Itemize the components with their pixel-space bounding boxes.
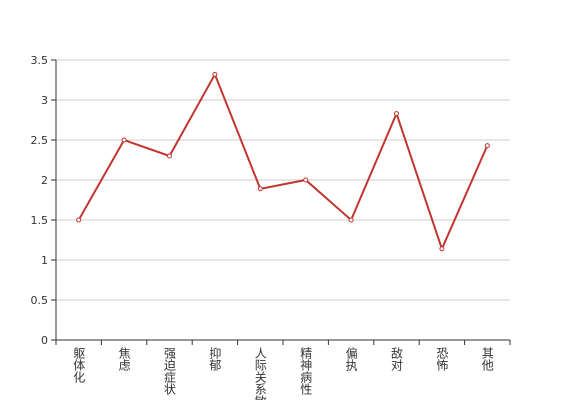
x-tick-label: 躯体化	[72, 346, 86, 384]
y-tick-label: 3.5	[31, 54, 49, 67]
point	[439, 246, 445, 252]
x-tick-label: 强迫症状	[163, 347, 177, 395]
y-tick-label: 3	[41, 94, 48, 107]
x-tick-label: 人际关系敏感	[253, 347, 267, 400]
point	[348, 217, 354, 223]
y-tick-label: 1.5	[31, 214, 49, 227]
y-tick-label: 1	[41, 254, 48, 267]
point	[212, 71, 218, 77]
x-tick-label: 敌对	[390, 346, 404, 371]
x-tick-label: 其他	[480, 347, 494, 371]
point	[484, 143, 490, 149]
line	[77, 72, 489, 252]
y-tick-label: 2.5	[31, 134, 49, 147]
point	[121, 137, 127, 143]
point	[394, 111, 399, 117]
point	[167, 153, 172, 159]
x-tick-label: 抑郁	[208, 346, 222, 372]
y-tick-label: 0	[41, 334, 48, 347]
x-tick-label: 焦虑	[117, 347, 131, 371]
point	[257, 186, 263, 192]
y-tick-label: 0.5	[31, 294, 49, 307]
point	[76, 217, 82, 223]
x-tick-label: 偏执	[344, 346, 358, 372]
x-tick-label: 恐怖	[435, 347, 449, 371]
point	[303, 177, 309, 183]
x-tick-label: 精神病性	[299, 347, 313, 396]
y-tick-label: 2	[41, 174, 48, 187]
